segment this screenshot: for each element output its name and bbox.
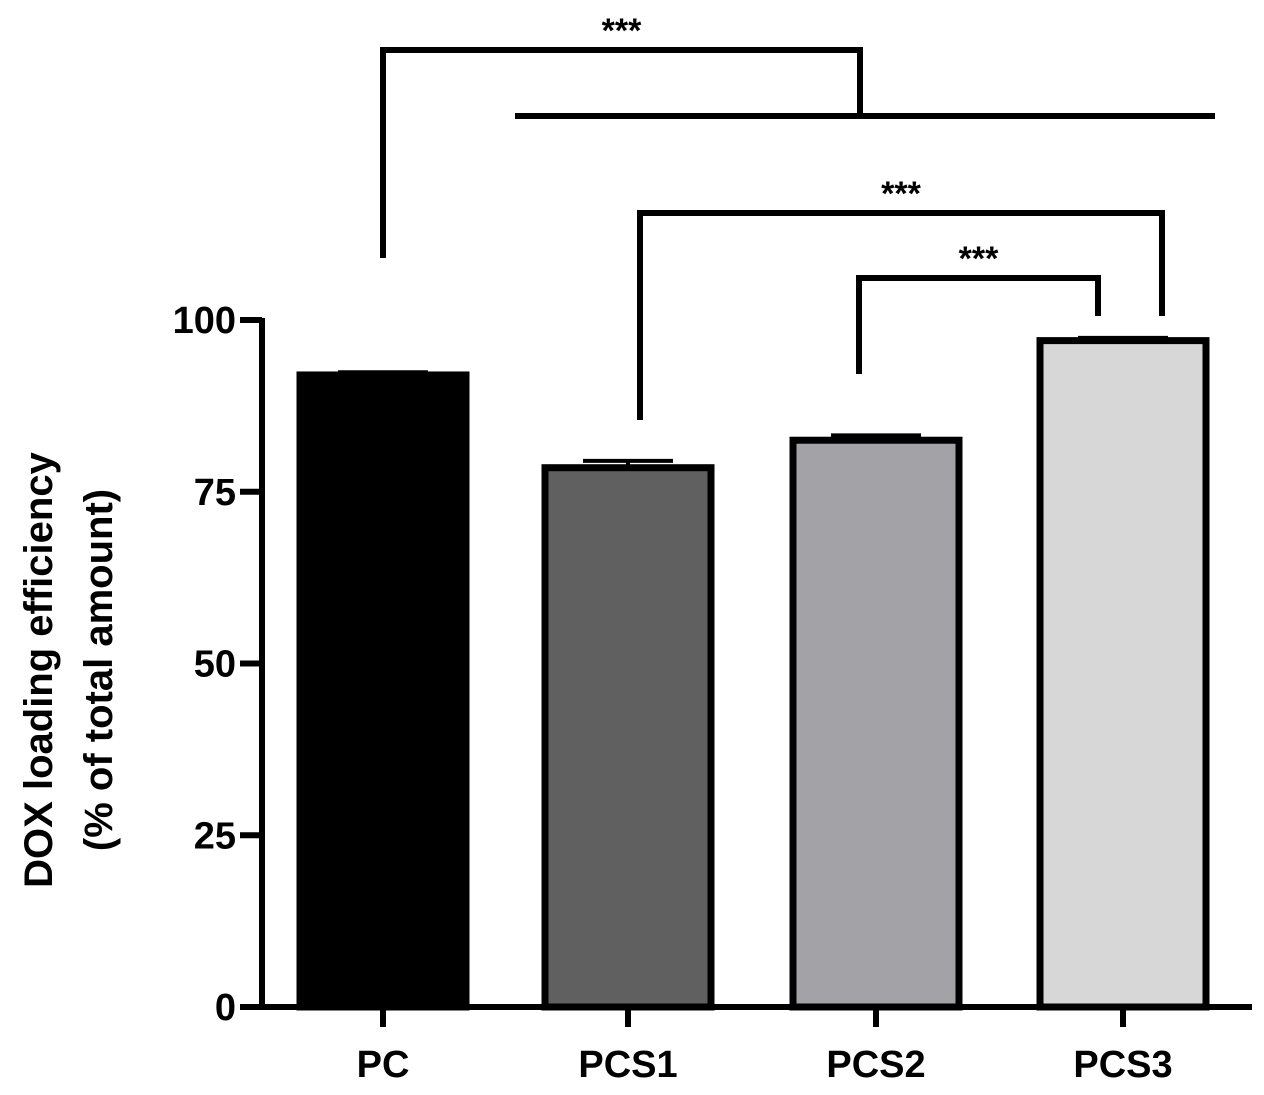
- bar-pcs1: [541, 464, 715, 1011]
- plot-area: 0 25 50 75 100 PC PCS1 PCS2 PCS3 *** *** ***: [173, 12, 1252, 1086]
- y-tick-label-50: 50: [194, 644, 236, 686]
- y-axis-title-line1: DOX loading efficiency: [17, 451, 61, 887]
- y-tick-label-75: 75: [194, 472, 236, 514]
- bar-pcs2: [789, 436, 963, 1011]
- y-tick-label-100: 100: [173, 300, 236, 342]
- x-tick-label-pcs3: PCS3: [1073, 1044, 1172, 1086]
- x-tick-label-pcs2: PCS2: [826, 1044, 925, 1086]
- y-tick-label-0: 0: [215, 987, 236, 1029]
- significance-bracket-pcs2: [856, 275, 1101, 374]
- significance-label-pc: ***: [602, 12, 642, 50]
- x-tick-label-pcs1: PCS1: [578, 1044, 677, 1086]
- significance-bracket-pc: [380, 47, 863, 258]
- y-axis-title: DOX loading efficiency (% of total amoun…: [17, 451, 121, 887]
- significance-bracket-pcs1: [637, 210, 1165, 420]
- bar-pcs3: [1036, 337, 1210, 1011]
- y-tick-label-25: 25: [194, 815, 236, 857]
- significance-label-pcs2: ***: [959, 240, 999, 278]
- y-axis-title-line2: (% of total amount): [77, 489, 121, 851]
- bar-pc: [296, 371, 470, 1011]
- significance-label-pcs1: ***: [881, 175, 921, 213]
- x-tick-label-pc: PC: [357, 1044, 410, 1086]
